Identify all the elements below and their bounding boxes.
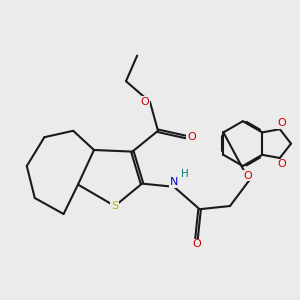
Text: H: H — [181, 169, 189, 179]
Text: N: N — [170, 177, 178, 187]
Text: O: O — [141, 97, 150, 107]
Text: O: O — [243, 171, 252, 181]
Text: O: O — [277, 159, 286, 170]
Text: O: O — [277, 118, 286, 128]
Text: S: S — [111, 201, 118, 211]
Text: O: O — [187, 132, 196, 142]
Text: O: O — [192, 239, 201, 249]
